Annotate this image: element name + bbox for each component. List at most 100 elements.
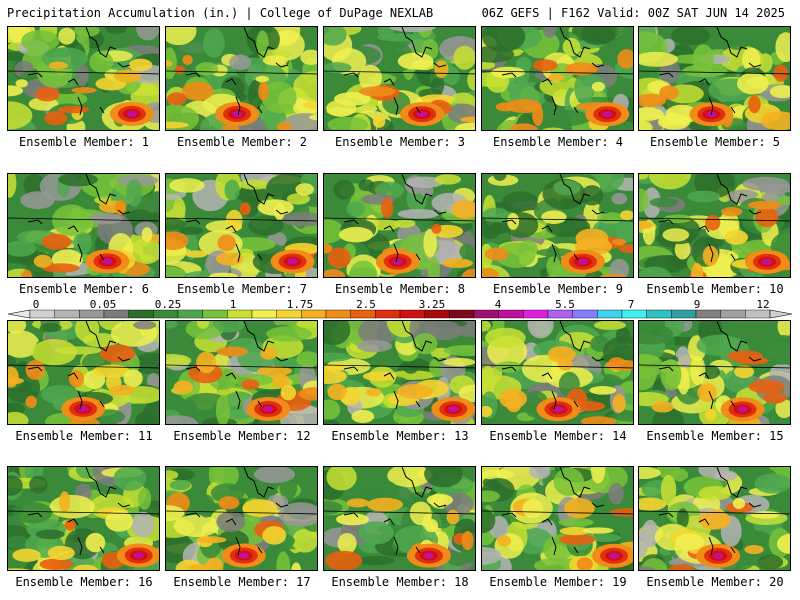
ensemble-map-panel (7, 173, 160, 278)
precip-field (324, 27, 475, 130)
ensemble-member-caption: Ensemble Member: 11 (15, 429, 153, 443)
colorbar-swatch (128, 309, 154, 319)
colorbar-tick-label: 7 (627, 298, 635, 311)
precip-field (8, 174, 159, 277)
coastline (27, 467, 131, 556)
coastline (27, 174, 131, 263)
ensemble-map-panel (323, 26, 476, 131)
coastline (185, 27, 289, 116)
colorbar-swatch (103, 309, 129, 319)
border-line (639, 70, 790, 75)
border-line (8, 217, 159, 222)
ensemble-member-caption: Ensemble Member: 10 (646, 282, 784, 296)
ensemble-map-panel (481, 466, 634, 571)
coastline (501, 27, 605, 116)
colorbar-swatch (646, 309, 672, 319)
precip-field (639, 467, 790, 570)
ensemble-map-panel (165, 26, 318, 131)
ensemble-map-panel (165, 320, 318, 425)
precip-field (482, 174, 633, 277)
ensemble-member-caption: Ensemble Member: 2 (176, 135, 308, 149)
precip-field (166, 174, 317, 277)
ensemble-map-panel (165, 173, 318, 278)
coastline (343, 27, 447, 116)
border-line (8, 70, 159, 75)
coastline (185, 174, 289, 263)
colorbar-scale (7, 309, 793, 319)
colorbar-tick-label: 2.5 (356, 298, 376, 311)
border-line (639, 217, 790, 222)
precip-field (482, 27, 633, 130)
ensemble-map-panel (638, 466, 791, 571)
colorbar-swatch (399, 309, 425, 319)
ensemble-member-caption: Ensemble Member: 17 (173, 575, 311, 589)
colorbar-swatch (523, 309, 549, 319)
colorbar-swatch (720, 309, 746, 319)
precip-field (8, 467, 159, 570)
precip-field (166, 467, 317, 570)
border-line (324, 70, 475, 75)
run-valid-time: 06Z GEFS | F162 Valid: 00Z SAT JUN 14 20… (481, 6, 785, 20)
precip-field (324, 321, 475, 424)
colorbar-tick-label: 1 (229, 298, 237, 311)
border-line (166, 364, 317, 369)
colorbar-swatch (276, 309, 302, 319)
coastline (501, 174, 605, 263)
colorbar-swatch (473, 309, 499, 319)
precip-field (639, 321, 790, 424)
map-title: Precipitation Accumulation (in.) | Colle… (7, 6, 434, 20)
colorbar-swatch (325, 309, 351, 319)
precip-field (166, 27, 317, 130)
colorbar-swatch (350, 309, 376, 319)
colorbar-swatch (597, 309, 623, 319)
colorbar-tick-label: 0.05 (89, 298, 117, 311)
coastline (658, 321, 762, 410)
ensemble-member-caption: Ensemble Member: 5 (649, 135, 781, 149)
coastline (343, 467, 447, 556)
coastline (185, 467, 289, 556)
colorbar: 0 0.05 0.25 1 1.75 2.5 3.25 4 5.5 7 9 12 (0, 298, 800, 320)
precip-field (324, 174, 475, 277)
border-line (166, 510, 317, 515)
border-line (166, 70, 317, 75)
colorbar-swatch (547, 309, 573, 319)
colorbar-arrow-right (769, 309, 793, 319)
ensemble-member-caption: Ensemble Member: 15 (646, 429, 784, 443)
colorbar-swatch (621, 309, 647, 319)
ensemble-member-caption: Ensemble Member: 4 (492, 135, 624, 149)
border-line (324, 510, 475, 515)
precip-field (8, 321, 159, 424)
coastline (658, 27, 762, 116)
ensemble-member-caption: Ensemble Member: 7 (176, 282, 308, 296)
colorbar-swatch (202, 309, 228, 319)
border-line (482, 510, 633, 515)
colorbar-swatch (301, 309, 327, 319)
precip-field (639, 27, 790, 130)
border-line (482, 364, 633, 369)
colorbar-swatch (498, 309, 524, 319)
colorbar-swatch (153, 309, 179, 319)
colorbar-swatch (572, 309, 598, 319)
ensemble-member-caption: Ensemble Member: 6 (18, 282, 150, 296)
ensemble-map-panel (7, 26, 160, 131)
colorbar-swatch (177, 309, 203, 319)
colorbar-tick-label: 5.5 (555, 298, 575, 311)
border-line (482, 217, 633, 222)
colorbar-tick-label: 0.25 (154, 298, 182, 311)
colorbar-swatch (375, 309, 401, 319)
ensemble-member-caption: Ensemble Member: 20 (646, 575, 784, 589)
ensemble-member-caption: Ensemble Member: 16 (15, 575, 153, 589)
colorbar-tick-label: 1.75 (286, 298, 314, 311)
colorbar-tick-label: 3.25 (418, 298, 446, 311)
ensemble-member-caption: Ensemble Member: 9 (492, 282, 624, 296)
colorbar-arrow-left (7, 309, 31, 319)
ensemble-map-panel (481, 173, 634, 278)
coastline (658, 174, 762, 263)
coastline (27, 27, 131, 116)
border-line (639, 364, 790, 369)
coastline (501, 467, 605, 556)
coastline (501, 321, 605, 410)
coastline (185, 321, 289, 410)
border-line (482, 70, 633, 75)
ensemble-map-panel (7, 466, 160, 571)
